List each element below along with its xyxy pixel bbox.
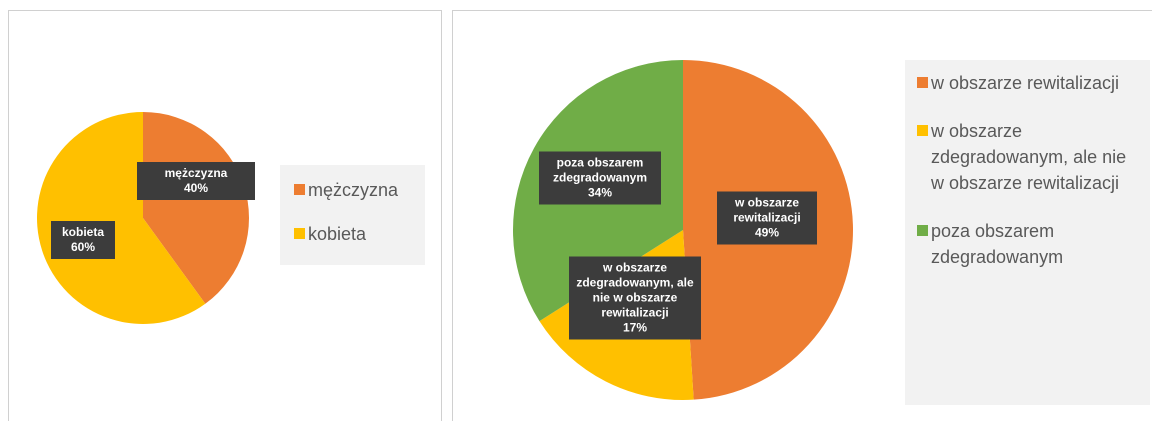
data-label: kobieta 60% xyxy=(51,221,115,259)
legend-label: w obszarze zdegradowanym, ale nie w obsz… xyxy=(931,121,1127,193)
legend-label: w obszarze rewitalizacji xyxy=(931,73,1120,93)
legend-swatch xyxy=(294,184,305,195)
legend: w obszarze rewitalizacji w obszarze zdegr… xyxy=(905,60,1150,405)
legend-item: mężczyzna xyxy=(290,177,415,203)
legend-swatch xyxy=(917,225,928,236)
data-label-value: 60% xyxy=(70,240,96,254)
data-label: w obszarze rewitalizacji 49% xyxy=(717,191,817,245)
pie-slice xyxy=(36,112,206,324)
legend-swatch xyxy=(917,77,928,88)
data-label-category: kobieta xyxy=(61,225,104,239)
data-label: w obszarze zdegradowanym, ale nie w obsz… xyxy=(569,256,701,340)
data-label-category: w obszarze rewitalizacji xyxy=(733,195,801,225)
legend-item: kobieta xyxy=(290,221,415,247)
legend-item: w obszarze zdegradowanym, ale nie w obsz… xyxy=(913,118,1142,196)
data-label-value: 40% xyxy=(183,181,209,195)
data-label-value: 34% xyxy=(587,185,613,200)
pie-slice xyxy=(143,112,249,304)
legend-label: mężczyzna xyxy=(308,180,399,200)
data-label-category: poza obszarem zdegradowanym xyxy=(552,155,648,185)
data-label-value: 49% xyxy=(754,225,780,240)
legend-swatch xyxy=(917,125,928,136)
data-label: mężczyzna 40% xyxy=(137,162,255,200)
legend: mężczyzna kobieta xyxy=(280,165,425,265)
data-label-value: 17% xyxy=(622,320,648,335)
data-label: poza obszarem zdegradowanym 34% xyxy=(539,151,661,205)
legend-item: w obszarze rewitalizacji xyxy=(913,70,1142,96)
legend-item: poza obszarem zdegradowanym xyxy=(913,218,1142,270)
data-label-category: mężczyzna xyxy=(164,166,228,180)
legend-label: kobieta xyxy=(308,224,367,244)
legend-label: poza obszarem zdegradowanym xyxy=(931,221,1064,267)
data-label-category: w obszarze zdegradowanym, ale nie w obsz… xyxy=(576,260,694,320)
legend-swatch xyxy=(294,228,305,239)
